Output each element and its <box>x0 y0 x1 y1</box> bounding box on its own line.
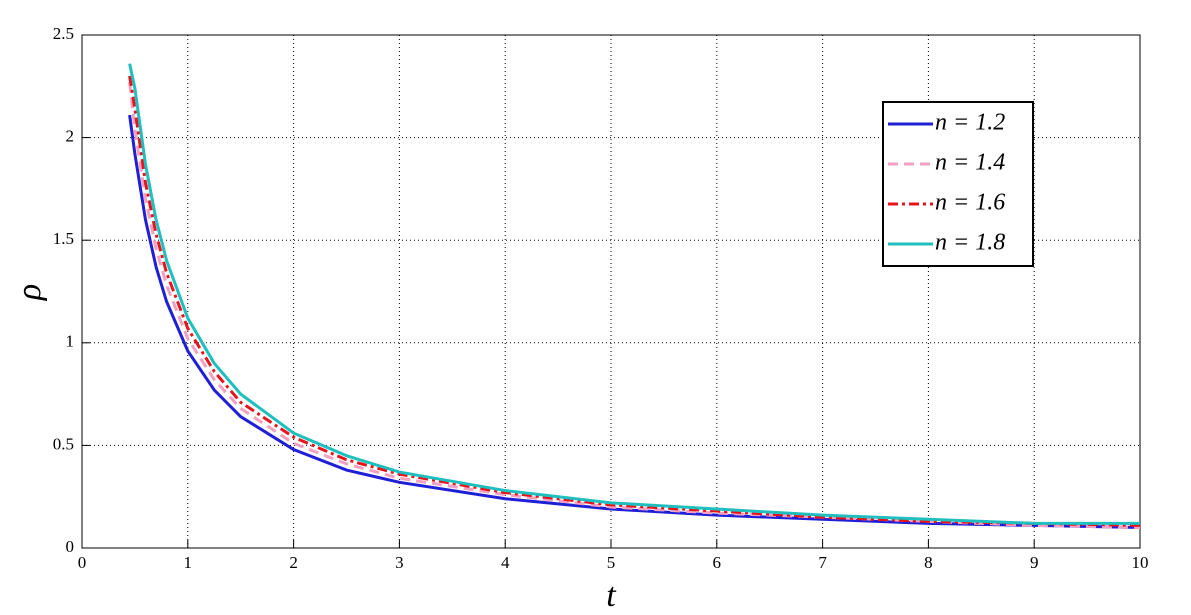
x-tick-label: 1 <box>184 553 193 572</box>
legend-label: n = 1.8 <box>935 230 1005 256</box>
legend-label: n = 1.4 <box>935 150 1005 176</box>
y-tick-label: 2 <box>66 127 75 146</box>
y-tick-label: 1 <box>66 332 75 351</box>
plot-frame <box>81 34 1141 549</box>
y-axis-label: ρ <box>11 284 48 301</box>
legend: n = 1.2 n = 1.4 n = 1.6 n = 1.8 <box>882 101 1034 267</box>
line-series <box>128 82 1141 529</box>
legend-label: n = 1.6 <box>935 190 1005 216</box>
x-tick-label: 2 <box>289 553 298 572</box>
line-series <box>128 75 1141 527</box>
x-tick-label: 8 <box>924 553 933 572</box>
x-tick-label: 3 <box>395 553 404 572</box>
line-series <box>128 114 1141 529</box>
x-tick-label: 5 <box>607 553 616 572</box>
y-tick-label: 0.5 <box>53 434 74 453</box>
x-tick-label: 0 <box>78 553 87 572</box>
legend-box <box>882 101 1034 267</box>
x-tick-label: 7 <box>818 553 827 572</box>
x-tick-label: 10 <box>1132 553 1149 572</box>
y-tick-label: 1.5 <box>53 229 74 248</box>
legend-label: n = 1.2 <box>935 110 1005 136</box>
line-series <box>128 63 1140 525</box>
x-axis-label: t <box>606 577 617 614</box>
y-tick-label: 0 <box>66 537 75 556</box>
y-tick-label: 2.5 <box>53 24 74 43</box>
x-tick-label: 4 <box>501 553 510 572</box>
x-tick-label: 6 <box>713 553 722 572</box>
x-tick-label: 9 <box>1030 553 1039 572</box>
